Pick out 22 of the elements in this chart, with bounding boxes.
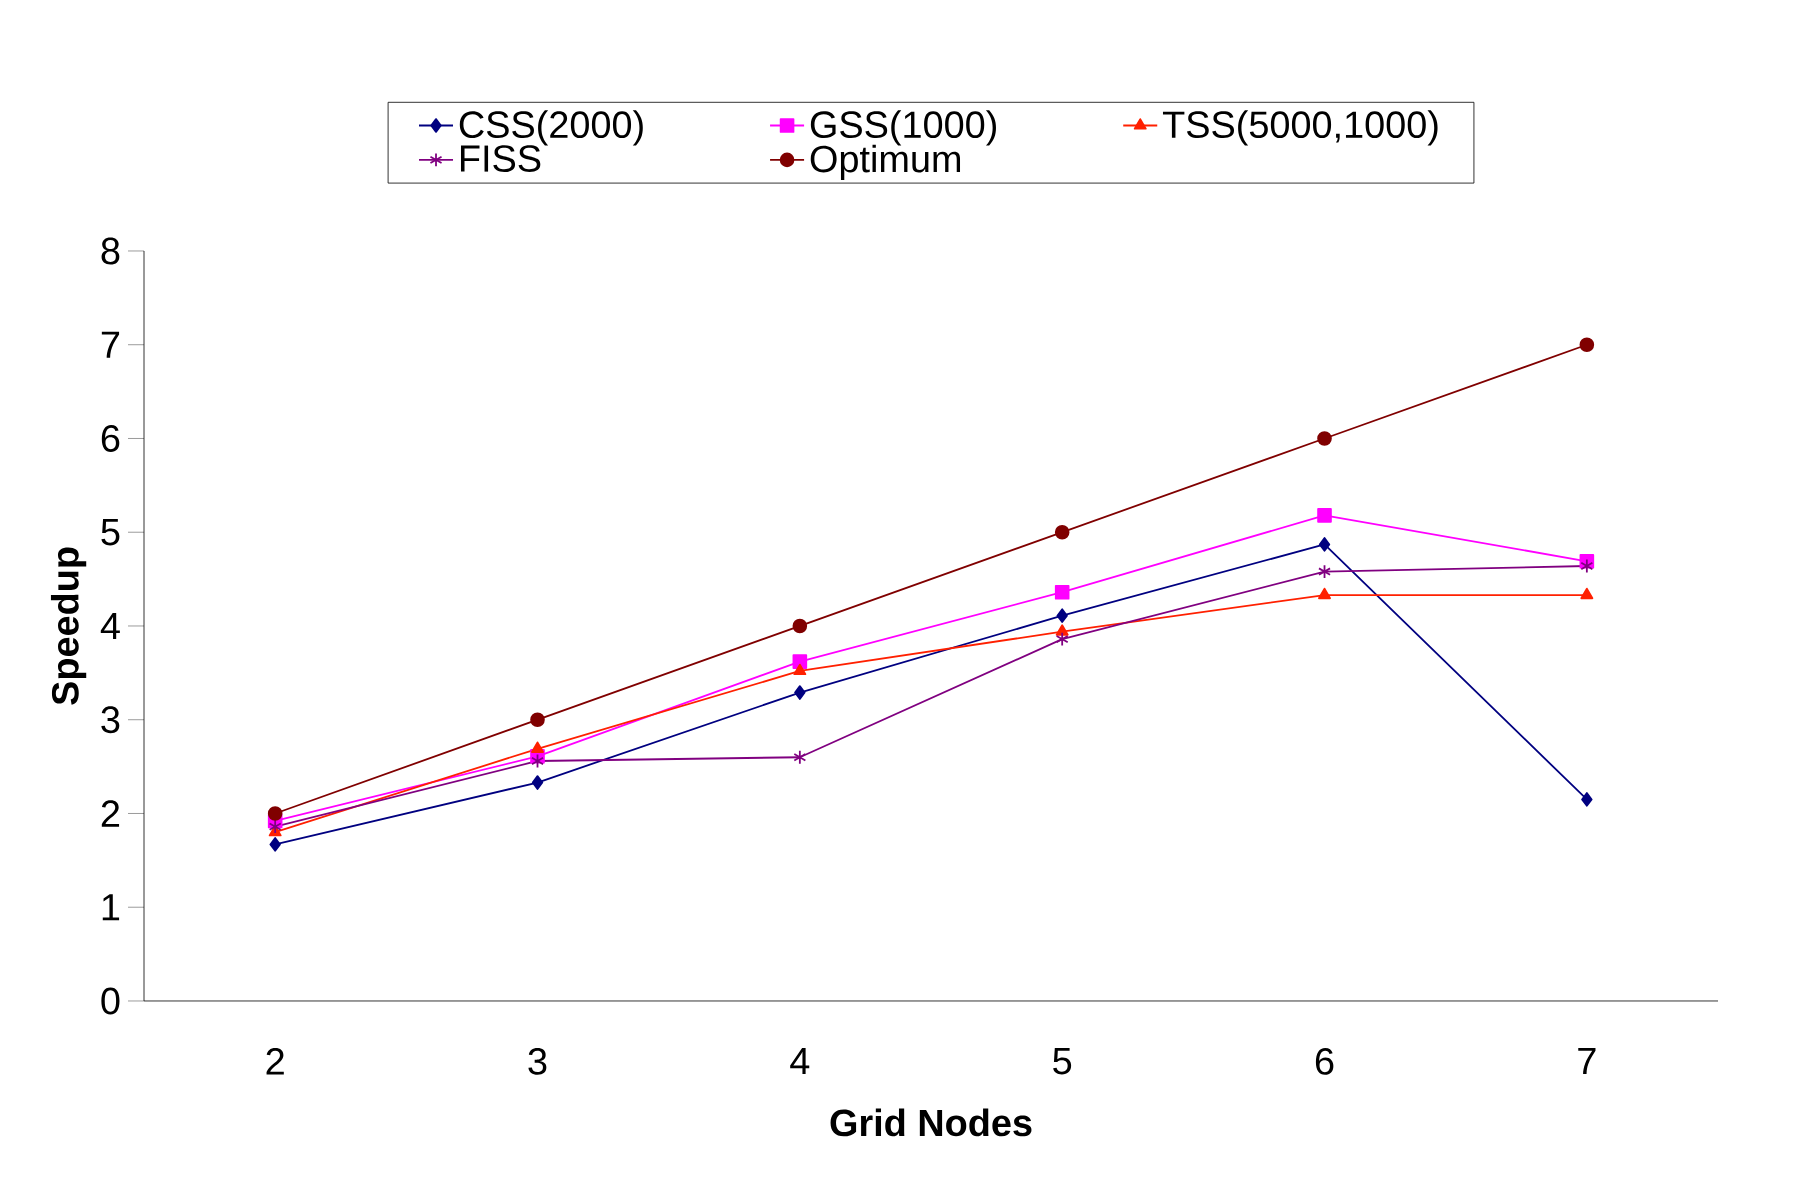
x-tick-label: 7 [1578, 1048, 1596, 1075]
legend-label: GSS(1000) [810, 110, 996, 146]
y-tick-label: 0 [101, 987, 120, 1015]
legend-label: FISS [460, 145, 541, 172]
y-tick-label: 7 [101, 331, 120, 358]
y-tick-label: 2 [101, 800, 120, 827]
legend-label: CSS(2000) [459, 110, 643, 146]
y-tick-label: 4 [100, 612, 120, 639]
y-axis-title: Speedup [50, 547, 87, 705]
y-tick-label: 1 [102, 894, 120, 921]
y-tick-label: 3 [101, 706, 120, 734]
x-tick-label: 3 [528, 1048, 547, 1075]
legend-label: TSS(5000,1000) [1162, 110, 1438, 146]
y-tick-label: 8 [101, 237, 120, 265]
y-tick-label: 5 [101, 519, 120, 546]
y-tick-label: 6 [101, 425, 120, 452]
x-tick-label: 2 [266, 1048, 284, 1075]
x-tick-label: 5 [1053, 1048, 1072, 1075]
x-tick-label: 6 [1315, 1048, 1334, 1075]
x-tick-label: 4 [790, 1048, 810, 1075]
x-axis-title: Grid Nodes [830, 1108, 1032, 1137]
legend-label: Optimum [810, 144, 961, 180]
